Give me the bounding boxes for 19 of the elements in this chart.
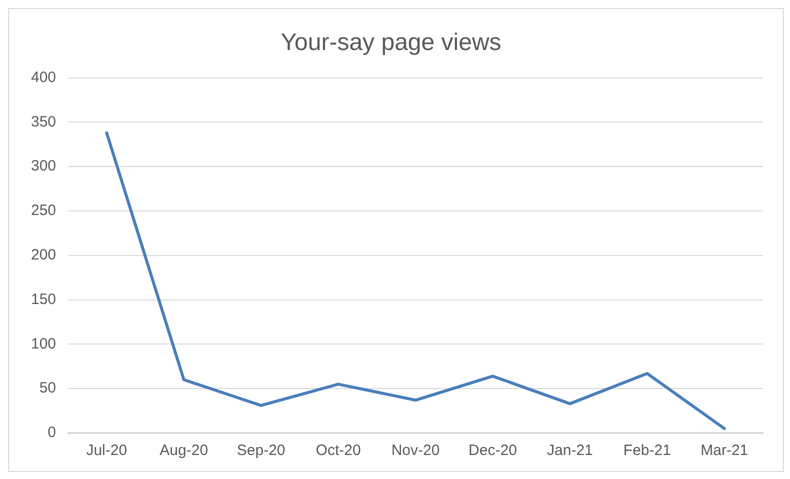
y-tick-label: 50 [39,380,56,397]
y-tick-label: 250 [30,202,56,220]
chart-title: Your-say page views [280,29,502,56]
x-tick-label: Oct-20 [316,442,361,460]
y-tick-label: 150 [30,290,56,308]
x-tick-label: Mar-21 [700,442,748,460]
y-tick-label: 100 [30,335,56,352]
x-tick-label: Aug-20 [160,442,208,460]
x-tick-label: Feb-21 [623,442,671,460]
y-tick-label: 300 [30,158,56,175]
y-tick-label: 0 [48,424,56,442]
x-tick-label: Jul-20 [86,442,128,460]
y-tick-label: 350 [30,113,56,130]
x-tick-label: Nov-20 [391,442,440,460]
x-tick-label: Jan-21 [547,442,593,460]
y-tick-label: 200 [30,246,56,264]
x-tick-label: Dec-20 [468,442,517,460]
x-tick-label: Sep-20 [236,442,286,460]
y-tick-label: 400 [30,68,56,86]
